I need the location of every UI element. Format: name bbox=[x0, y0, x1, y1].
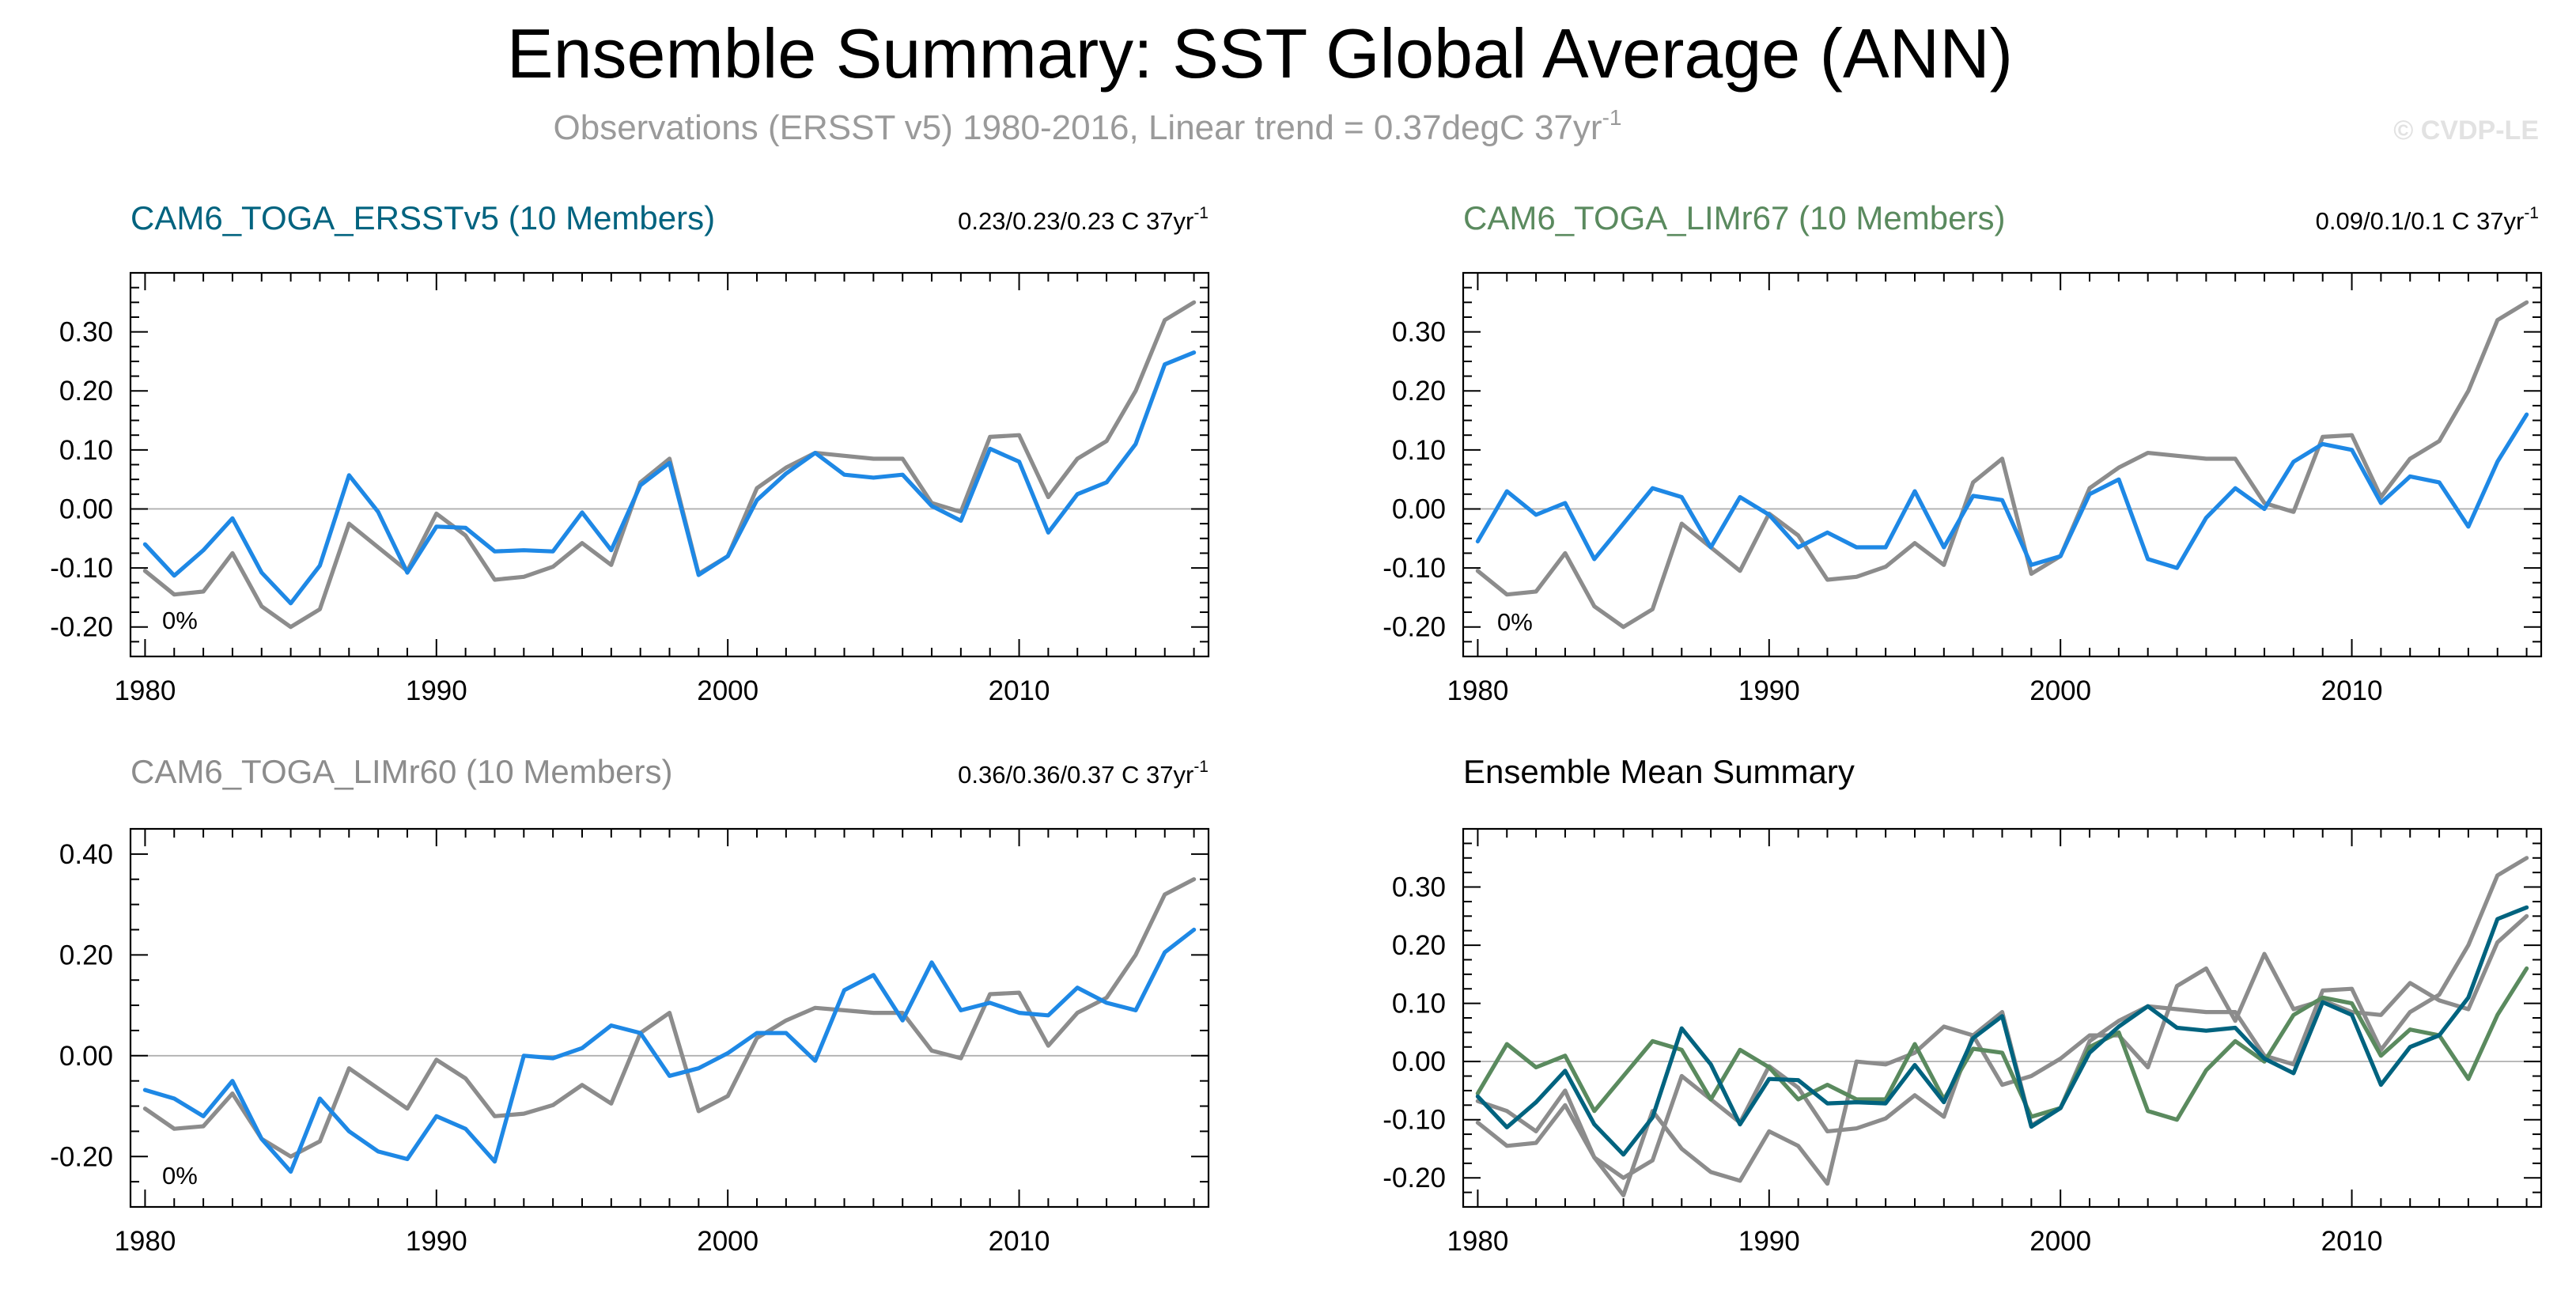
plot-area: 1980 1990 2000 2010 0.30 0.20 0.10 0.00 -0.10 -0.… bbox=[1383, 271, 2543, 706]
plot-frame bbox=[129, 827, 1210, 1209]
figure-title: Ensemble Summary: SST Global Average (AN… bbox=[507, 14, 2013, 93]
panel-trend-superscript: -1 bbox=[2524, 204, 2539, 222]
y-tick-label: -0.20 bbox=[1383, 1163, 1446, 1193]
panel-trend-superscript: -1 bbox=[1193, 758, 1209, 776]
y-tick-label: 0.10 bbox=[1392, 435, 1446, 466]
y-tick-label: -0.20 bbox=[50, 612, 113, 643]
x-tick-label: 2010 bbox=[989, 675, 1050, 706]
panel-trend: 0.36/0.36/0.37 C 37yr-1 bbox=[958, 758, 1209, 789]
y-tick-label: 0.00 bbox=[1392, 494, 1446, 524]
cvdp-credit: © CVDP-LE bbox=[2393, 115, 2539, 146]
y-tick-label: 0.00 bbox=[59, 1041, 113, 1072]
panel-title: CAM6_TOGA_LIMr67 (10 Members) bbox=[1463, 199, 2005, 236]
y-tick-label: 0.40 bbox=[59, 839, 113, 870]
y-tick-label: 0.30 bbox=[59, 317, 113, 348]
x-tick-label: 1990 bbox=[1738, 675, 1800, 706]
y-tick-label: 0.10 bbox=[1392, 989, 1446, 1019]
y-tick-label: -0.10 bbox=[50, 553, 113, 584]
panel-trend-text: 0.09/0.1/0.1 C 37yr bbox=[2316, 207, 2525, 235]
panel-trend: 0.09/0.1/0.1 C 37yr-1 bbox=[2316, 204, 2539, 235]
panel-limr60: CAM6_TOGA_LIMr60 (10 Members) 0.36/0.36/… bbox=[50, 753, 1210, 1257]
percent-label: 0% bbox=[162, 607, 198, 634]
x-tick-label: 2010 bbox=[2321, 1226, 2383, 1257]
series-line bbox=[142, 927, 1197, 1174]
y-tick-label: 0.30 bbox=[1392, 872, 1446, 903]
x-tick-label: 2000 bbox=[697, 675, 758, 706]
plot-frame bbox=[1462, 271, 2543, 658]
figure-subtitle-superscript: -1 bbox=[1602, 105, 1622, 130]
y-tick-label: 0.20 bbox=[59, 376, 113, 407]
y-tick-label: 0.00 bbox=[1392, 1046, 1446, 1077]
x-tick-label: 2000 bbox=[697, 1226, 758, 1257]
series-line bbox=[142, 300, 1197, 630]
x-tick-label: 2010 bbox=[2321, 675, 2383, 706]
plot-area: 1980 1990 2000 2010 0.30 0.20 0.10 0.00 -0.10 -0.… bbox=[50, 271, 1210, 706]
x-tick-label: 1980 bbox=[1447, 1226, 1508, 1257]
y-tick-label: 0.20 bbox=[1392, 930, 1446, 961]
panel-trend: 0.23/0.23/0.23 C 37yr-1 bbox=[958, 204, 1209, 235]
x-tick-label: 1990 bbox=[406, 1226, 467, 1257]
x-tick-label: 2000 bbox=[2029, 1226, 2091, 1257]
panel-trend-superscript: -1 bbox=[1193, 204, 1209, 222]
x-tick-label: 2010 bbox=[989, 1226, 1050, 1257]
y-tick-label: 0.20 bbox=[59, 940, 113, 970]
series-line bbox=[1475, 300, 2529, 630]
panel-ersstv5: CAM6_TOGA_ERSSTv5 (10 Members) 0.23/0.23… bbox=[50, 199, 1210, 706]
y-tick-label: 0.00 bbox=[59, 494, 113, 524]
panel-trend-text: 0.36/0.36/0.37 C 37yr bbox=[958, 761, 1193, 789]
x-tick-label: 1980 bbox=[114, 675, 176, 706]
panel-title: CAM6_TOGA_LIMr60 (10 Members) bbox=[131, 753, 672, 790]
series-line bbox=[142, 350, 1197, 606]
panel-title: CAM6_TOGA_ERSSTv5 (10 Members) bbox=[131, 199, 715, 236]
y-tick-label: 0.30 bbox=[1392, 317, 1446, 348]
y-tick-label: 0.20 bbox=[1392, 376, 1446, 407]
panel-ensemble-mean-summary: Ensemble Mean Summary 1980 1990 2000 2010 0.… bbox=[1383, 753, 2543, 1257]
plot-frame bbox=[129, 271, 1210, 658]
panel-title: Ensemble Mean Summary bbox=[1463, 753, 1855, 790]
y-tick-label: 0.10 bbox=[59, 435, 113, 466]
x-tick-label: 2000 bbox=[2029, 675, 2091, 706]
y-tick-label: -0.20 bbox=[50, 1141, 113, 1172]
x-tick-label: 1990 bbox=[1738, 1226, 1800, 1257]
figure-subtitle: Observations (ERSST v5) 1980-2016, Linea… bbox=[554, 105, 1622, 147]
panel-limr67: CAM6_TOGA_LIMr67 (10 Members) 0.09/0.1/0… bbox=[1383, 199, 2543, 706]
x-tick-label: 1980 bbox=[1447, 675, 1508, 706]
percent-label: 0% bbox=[162, 1162, 198, 1190]
figure-subtitle-text: Observations (ERSST v5) 1980-2016, Linea… bbox=[554, 108, 1602, 147]
x-tick-label: 1980 bbox=[114, 1226, 176, 1257]
series-line bbox=[1475, 856, 2529, 1180]
series-line bbox=[1475, 412, 2529, 570]
series-line bbox=[1475, 905, 2529, 1157]
plot-frame bbox=[1462, 827, 2543, 1209]
plot-area: 1980 1990 2000 2010 0.30 0.20 0.10 0.00 -0.10 -0.… bbox=[1383, 827, 2543, 1257]
y-tick-label: -0.20 bbox=[1383, 612, 1446, 643]
plot-area: 1980 1990 2000 2010 0.40 0.20 0.00 -0.20 bbox=[50, 827, 1210, 1257]
panel-trend-text: 0.23/0.23/0.23 C 37yr bbox=[958, 207, 1193, 235]
series-line bbox=[142, 877, 1197, 1159]
x-tick-label: 1990 bbox=[406, 675, 467, 706]
series-line bbox=[1475, 966, 2529, 1122]
percent-label: 0% bbox=[1497, 608, 1533, 636]
y-tick-label: -0.10 bbox=[1383, 1105, 1446, 1136]
y-tick-label: -0.10 bbox=[1383, 553, 1446, 584]
